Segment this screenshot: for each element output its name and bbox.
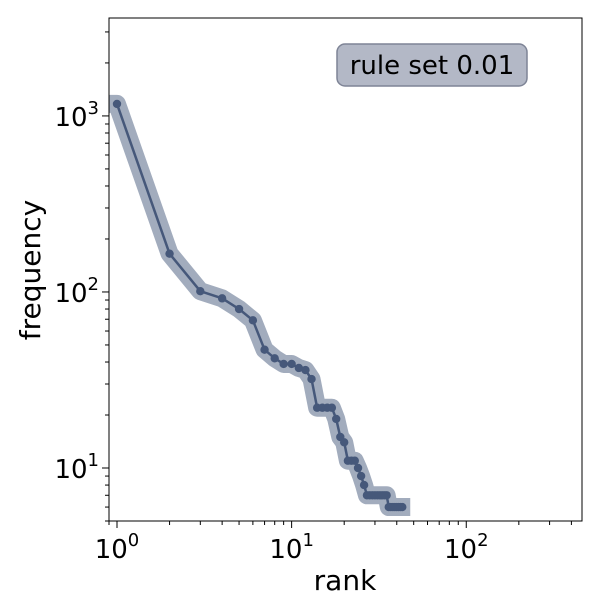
data-point-6 (248, 316, 258, 325)
data-point-18 (332, 414, 341, 424)
data-point-3 (196, 287, 205, 296)
data-point-20 (339, 438, 349, 447)
data-point-4 (217, 294, 227, 303)
data-point-13 (307, 374, 316, 384)
x-axis-label: rank (314, 564, 377, 597)
data-point-26 (359, 480, 369, 490)
data-point-17 (327, 403, 337, 412)
data-point-23 (350, 456, 359, 465)
x-tick-label-2: 101 (269, 530, 314, 565)
data-point-7 (260, 345, 269, 354)
plot-frame (108, 17, 583, 522)
series-0-band (109, 94, 412, 517)
legend-label: rule set 0.01 (350, 51, 515, 81)
data-point-24 (353, 463, 363, 473)
marks-layer (109, 94, 412, 517)
data-point-8 (270, 354, 279, 363)
x-tick-label-1: 100 (95, 530, 140, 565)
data-point-12 (301, 365, 310, 375)
data-point-5 (234, 304, 244, 314)
series-0-line (115, 103, 403, 509)
data-point-25 (356, 471, 366, 481)
data-point-43 (398, 502, 407, 512)
legend-background (336, 43, 528, 87)
data-point-9 (279, 359, 288, 369)
x-tick-label-3: 102 (444, 530, 489, 565)
data-point-11 (294, 363, 304, 373)
y-tick-label-3: 103 (54, 98, 99, 133)
ticks-layer: 100 101 102 101 102 103 (54, 31, 572, 565)
data-point-10 (287, 359, 296, 369)
legend-box: rule set 0.01 (336, 43, 528, 87)
data-point-1 (112, 99, 122, 109)
y-tick-label-1: 101 (54, 450, 99, 485)
data-point-2 (165, 249, 174, 258)
data-point-35 (382, 491, 391, 500)
y-tick-label-2: 102 (54, 274, 99, 309)
y-axis-label: frequency (14, 200, 47, 340)
